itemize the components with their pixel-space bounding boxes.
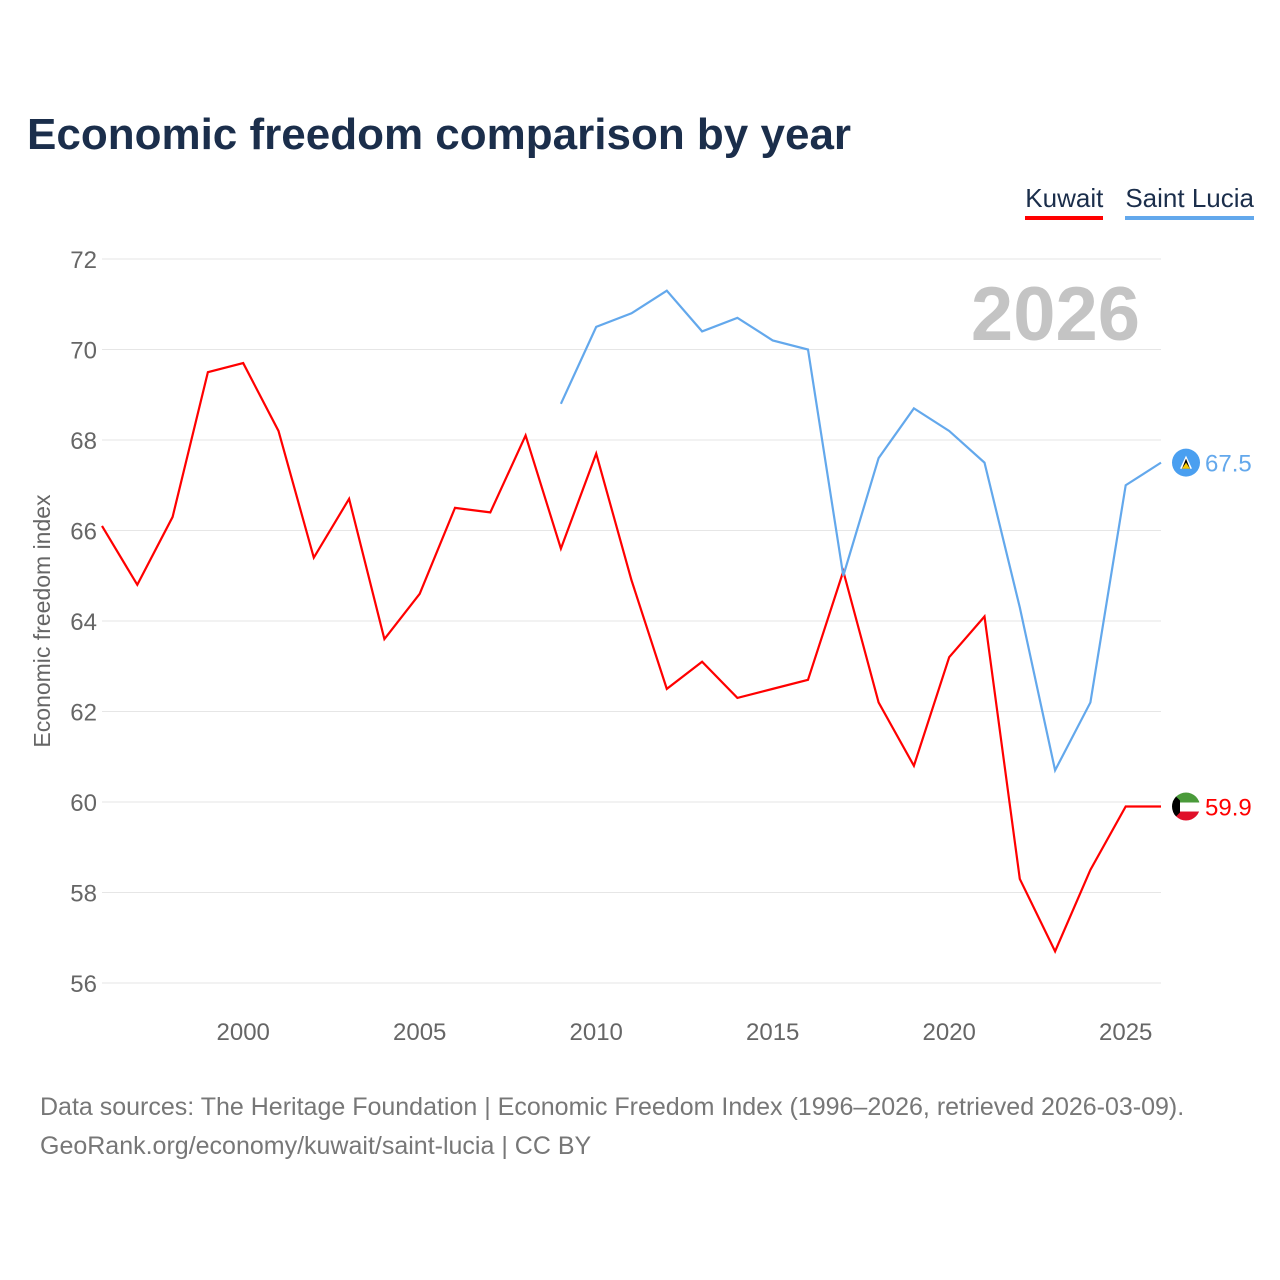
x-tick-label: 2015	[746, 1019, 799, 1046]
source-note: Data sources: The Heritage Foundation | …	[40, 1088, 1184, 1166]
chart-title: Economic freedom comparison by year	[27, 110, 852, 159]
year-watermark: 2026	[971, 272, 1140, 357]
x-tick-label: 2025	[1099, 1019, 1152, 1046]
x-tick-label: 2020	[923, 1019, 976, 1046]
kuwait-flag-icon	[1172, 792, 1200, 821]
y-tick-label: 62	[70, 700, 97, 727]
y-tick-label: 72	[70, 247, 97, 274]
legend: Kuwait Saint Lucia	[1025, 183, 1254, 220]
y-tick-label: 58	[70, 881, 97, 908]
y-tick-label: 70	[70, 338, 97, 365]
end-value-label: 59.9	[1205, 795, 1252, 822]
x-tick-label: 2005	[393, 1019, 446, 1046]
saint-lucia-flag-icon	[1172, 448, 1200, 477]
x-tick-label: 2010	[570, 1019, 623, 1046]
source-line-1: Data sources: The Heritage Foundation | …	[40, 1093, 1185, 1121]
legend-saint-lucia[interactable]: Saint Lucia	[1125, 183, 1254, 220]
series-line-saint-lucia	[559, 289, 1162, 774]
end-value-label: 67.5	[1205, 451, 1252, 478]
source-line-2[interactable]: GeoRank.org/economy/kuwait/saint-lucia |…	[40, 1132, 592, 1160]
y-tick-label: 68	[70, 428, 97, 455]
x-tick-label: 2000	[217, 1019, 270, 1046]
y-tick-label: 64	[70, 609, 97, 636]
y-axis-label: Economic freedom index	[29, 494, 55, 748]
y-tick-label: 56	[70, 971, 97, 998]
series-line-kuwait	[101, 361, 1161, 954]
legend-kuwait[interactable]: Kuwait	[1025, 183, 1104, 220]
y-tick-label: 66	[70, 519, 97, 546]
y-tick-label: 60	[70, 790, 97, 817]
